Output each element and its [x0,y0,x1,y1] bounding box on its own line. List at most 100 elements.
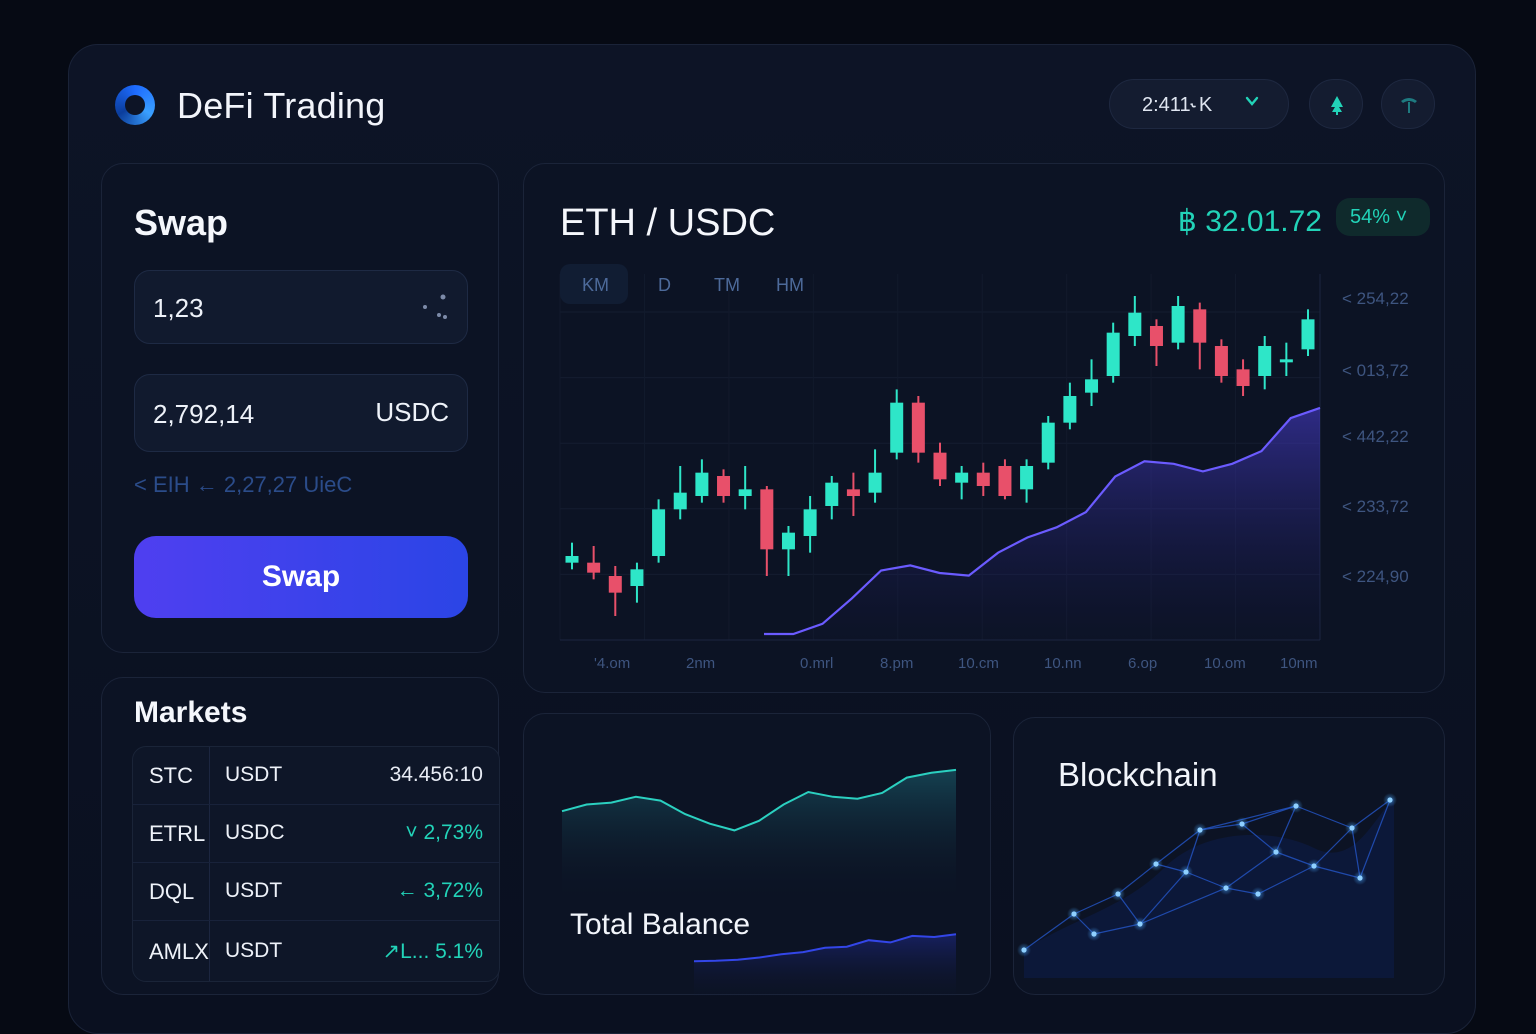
swap-button[interactable]: Swap [134,536,468,618]
network-node [1071,911,1077,917]
network-edge [1185,871,1227,889]
network-node [1357,875,1363,881]
network-node [1091,931,1097,937]
candle-body [695,472,709,496]
app-title: DeFi Trading [177,85,386,126]
market-symbol: STC [149,763,193,788]
candle-body [1063,396,1077,423]
network-select[interactable]: 2:411˞ K [1109,79,1289,129]
network-node [1223,885,1229,891]
candle-body [803,509,817,536]
tree-icon-button[interactable] [1309,79,1363,129]
current-price: ฿ 32.01.72 [1177,205,1322,238]
timeframe-label: D [658,275,671,295]
market-quote: USDT [225,763,283,786]
timeframe-tab[interactable]: D [646,264,686,304]
network-edge [1313,827,1353,867]
network-edge [1359,799,1391,879]
x-tick-label: 0.mrl [800,655,833,672]
blockchain-network-graphic [1017,793,1397,978]
network-edge [1155,829,1201,865]
network-edge [1351,799,1391,829]
network-edge [1093,923,1141,935]
balance-series-1-line [561,768,957,832]
app-window: DeFi Trading 2:411˞ K Swap 1,23 2,792,14… [68,44,1476,1034]
column-divider [209,747,210,981]
candle-body [565,556,579,563]
price-change-value: 54% ˅ [1350,206,1408,228]
network-node [1137,921,1143,927]
market-quote: USDC [225,821,285,844]
candle-body [1258,346,1272,376]
candle-body [673,492,687,510]
network-node [1387,797,1393,803]
x-tick-label: 2nm [686,655,715,672]
candle-body [1214,346,1228,376]
timeframe-label: TM [714,275,740,295]
x-tick-label: 10.cm [958,655,999,672]
balance-series-2-area [694,934,956,996]
table-row[interactable]: AMLX USDT ↗L... 5.1% [133,923,499,981]
network-node [1349,825,1355,831]
table-row[interactable]: DQL USDT ← 3,72% [133,863,499,921]
candle-body [1085,379,1099,393]
to-token-label[interactable]: USDC [375,397,449,427]
network-edge [1241,805,1297,825]
y-tick-label: < 442,22 [1342,427,1409,446]
shield-icon-button[interactable] [1381,79,1435,129]
shield-icon [1401,98,1417,113]
network-node [1273,849,1279,855]
candle-body [868,472,882,493]
blockchain-title: Blockchain [1058,756,1218,793]
to-amount-input[interactable]: 2,792,14 USDC [134,374,468,452]
market-symbol: ETRL [149,821,206,846]
balance-series-2-line [693,933,957,963]
x-tick-label: '4.om [594,655,630,672]
timeframe-tab[interactable]: TM [706,264,752,304]
network-edge [1199,823,1243,831]
table-row[interactable]: ETRL USDC ˅ 2,73% [133,805,499,863]
pair-title: ETH / USDC [560,202,776,244]
exchange-rate-text: < EIH ← 2,27,27 UieC [134,472,353,497]
network-edge [1023,913,1075,951]
network-edge [1139,887,1227,925]
market-quote: USDT [225,879,283,902]
overlay-line [764,406,1321,636]
from-amount-value: 1,23 [153,293,204,323]
network-node [1311,863,1317,869]
network-node [1197,827,1203,833]
x-tick-label: 8.pm [880,655,913,672]
balance-chart [561,768,957,996]
x-tick-label: 6.op [1128,655,1157,672]
candle-body [998,466,1012,496]
network-edge [1257,865,1315,895]
candle-body [1171,306,1185,343]
header: DeFi Trading 2:411˞ K [115,79,1435,139]
candle-body [1193,309,1207,343]
timeframe-tab[interactable]: HM [768,264,814,304]
from-amount-input[interactable]: 1,23 [134,270,468,344]
network-edge [1313,865,1361,879]
timeframe-tab[interactable]: KM [560,264,628,304]
network-edge [1275,805,1297,853]
candlestick-chart[interactable]: < 254,22 < 013,72 < 442,22 < 233,72 < 224,90… [524,164,1446,694]
logo-icon [115,85,155,125]
network-edge [1117,863,1157,895]
balance-card: Total Balance [523,713,991,996]
swap-title: Swap [134,202,229,243]
blockchain-card: Blockchain [1013,717,1445,995]
network-node [1293,803,1299,809]
candle-body [825,482,839,506]
balance-series-1-area [562,769,956,904]
x-tick-label: 10.nn [1044,655,1082,672]
market-change: ↗L... 5.1% [382,940,483,963]
candle-body [1149,326,1163,346]
candle-body [1279,359,1293,363]
total-balance-label: Total Balance [570,908,751,941]
price-change-badge[interactable]: 54% ˅ [1336,198,1430,236]
token-selector-icon[interactable] [419,289,449,325]
network-node [1021,947,1027,953]
candle-body [976,472,990,486]
table-row[interactable]: STC USDT 34.456:10 [133,747,499,805]
candle-body [955,472,969,483]
